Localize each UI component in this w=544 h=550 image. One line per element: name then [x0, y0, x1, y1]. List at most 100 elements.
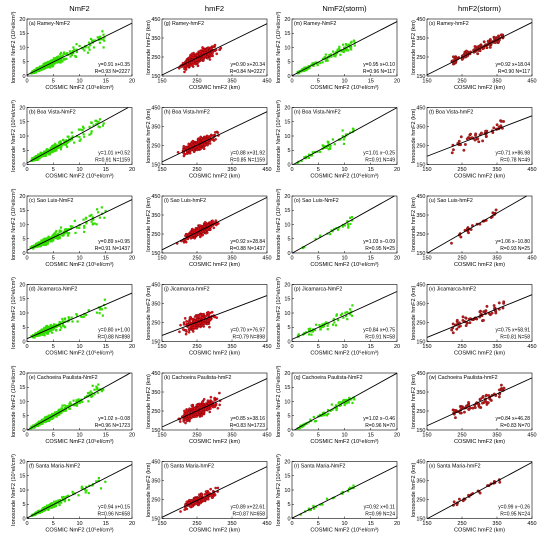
- data-point: [467, 231, 470, 235]
- data-point: [349, 41, 353, 44]
- data-point: [473, 406, 477, 410]
- fit-stats: R=0.83 N=1723: [230, 423, 266, 429]
- y-tick-label: 10: [19, 134, 25, 140]
- data-point: [103, 39, 106, 42]
- data-point: [48, 65, 51, 68]
- data-point: [337, 402, 340, 405]
- data-point: [35, 68, 38, 71]
- data-point: [176, 150, 180, 154]
- data-point: [205, 134, 209, 138]
- y-tick-label: 250: [416, 55, 425, 61]
- y-tick-label: 350: [416, 124, 425, 130]
- y-axis-label: Ionosonde NmF2 (10⁵el/cm³): [10, 11, 17, 83]
- x-tick-label: 450: [527, 433, 536, 439]
- data-point: [493, 36, 496, 40]
- data-point: [312, 415, 315, 419]
- x-tick-label: 0: [290, 344, 293, 350]
- data-point: [40, 68, 43, 71]
- fit-equation: y=0.90 x+20.34: [231, 62, 266, 68]
- data-point: [70, 53, 74, 57]
- data-point: [51, 65, 54, 68]
- panel-title: (j) Jicamarca-hmF2: [164, 287, 210, 293]
- fit-equation: y=0.80 x+1.00: [98, 328, 130, 334]
- data-point: [184, 146, 188, 149]
- x-axis-label: COSMIC hmF2 (km): [189, 439, 240, 445]
- y-tick-label: 15: [19, 385, 25, 391]
- x-tick-label: 10: [76, 521, 82, 527]
- x-tick-label: 5: [52, 256, 55, 262]
- y-tick-label: 150: [151, 162, 160, 168]
- x-tick-label: 20: [129, 256, 135, 262]
- data-point: [188, 320, 192, 324]
- fit-stats: R=0.96 N=658: [97, 512, 130, 518]
- data-point: [67, 498, 71, 502]
- panel-title: (i) Sao Luis-hmF2: [164, 198, 206, 204]
- data-point: [193, 325, 197, 329]
- data-point: [497, 40, 500, 44]
- data-point: [99, 35, 102, 38]
- x-axis-label: COSMIC hmF2 (km): [454, 262, 505, 268]
- x-tick-label: 20: [394, 433, 400, 439]
- data-point: [347, 226, 350, 229]
- data-point: [69, 402, 72, 405]
- fit-equation: y=0.70 x+76.97: [231, 328, 266, 334]
- data-point: [490, 311, 494, 315]
- x-axis-label: COSMIC NmF2 (10⁵el/cm³): [310, 438, 378, 445]
- data-point: [61, 324, 65, 327]
- fit-stats: R=0.91 N=1437: [95, 246, 131, 252]
- data-point: [454, 416, 457, 420]
- data-point: [192, 61, 195, 65]
- x-tick-label: 20: [129, 521, 135, 527]
- data-point: [201, 324, 205, 327]
- x-tick-label: 250: [457, 167, 466, 173]
- data-point: [58, 59, 61, 62]
- data-point: [96, 36, 99, 39]
- y-tick-label: 10: [19, 45, 25, 51]
- fit-equation: y=0.92 x+18.04: [496, 62, 531, 68]
- data-point: [494, 311, 498, 315]
- x-tick-label: 15: [368, 344, 374, 350]
- data-point: [492, 304, 496, 307]
- data-point: [484, 129, 488, 133]
- data-point: [53, 59, 56, 62]
- data-point: [90, 220, 93, 223]
- data-point: [204, 407, 207, 411]
- data-point: [334, 55, 337, 58]
- y-axis-label: Ionosonde hmF2 (km): [146, 286, 152, 341]
- data-point: [52, 62, 55, 65]
- x-axis-label: COSMIC NmF2 (10⁵el/cm³): [310, 350, 378, 357]
- fit-stats: R=0.81 N=58: [500, 335, 530, 341]
- data-point: [197, 322, 201, 325]
- y-tick-label: 450: [416, 194, 425, 200]
- fit-stats: R=0.88 N=898: [97, 335, 130, 341]
- data-point: [201, 138, 205, 142]
- x-tick-label: 0: [25, 79, 28, 85]
- data-point: [326, 324, 329, 327]
- y-tick-label: 150: [416, 74, 425, 80]
- data-point: [52, 505, 55, 508]
- x-tick-label: 350: [227, 167, 236, 173]
- data-point: [66, 141, 69, 145]
- data-point: [459, 135, 463, 139]
- data-point: [93, 388, 96, 391]
- panel-title: (f) Santa Maria-NmF2: [29, 464, 80, 470]
- data-point: [58, 146, 62, 149]
- data-point: [97, 211, 100, 214]
- data-point: [349, 47, 352, 50]
- x-tick-label: 20: [129, 167, 135, 173]
- data-point: [183, 70, 186, 74]
- panel-title: (a) Ramey-NmF2: [29, 21, 70, 27]
- data-point: [468, 321, 472, 325]
- y-tick-label: 250: [416, 409, 425, 415]
- fit-stats: R=0.91 N=49: [365, 158, 395, 164]
- y-tick-label: 5: [287, 60, 290, 66]
- fit-stats: R=0.84 N=2227: [230, 69, 266, 75]
- data-point: [213, 43, 217, 47]
- data-point: [191, 139, 195, 143]
- fit-equation: y=0.85 x+38.16: [231, 416, 266, 422]
- data-point: [208, 142, 212, 145]
